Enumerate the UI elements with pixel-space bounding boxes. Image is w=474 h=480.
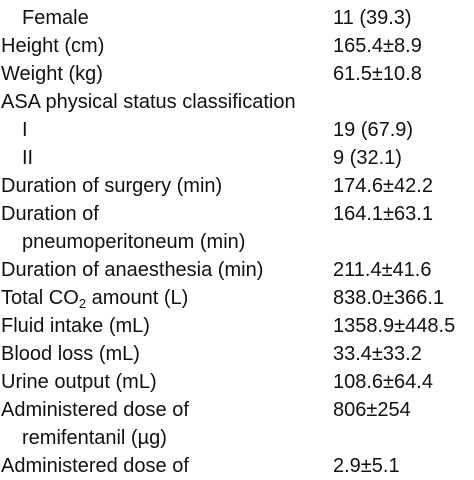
table-row: Total CO2 amount (L) 838.0±366.1: [0, 284, 474, 312]
label-text: Fluid intake (mL): [1, 315, 150, 337]
row-value: 2.9±5.1: [333, 455, 400, 477]
label-text: Duration of: [1, 203, 99, 225]
row-label: remifentanil (µg): [22, 424, 167, 452]
row-label: Height (cm): [1, 32, 104, 60]
row-label: II: [22, 144, 33, 172]
label-text: II: [22, 147, 34, 169]
label-text: ASA physical status classification: [1, 91, 296, 113]
row-value: 1358.9±448.5: [333, 315, 456, 337]
row-value: 211.4±41.6: [333, 259, 432, 281]
label-text: Female: [22, 7, 89, 29]
row-value: 108.6±64.4: [333, 371, 433, 393]
table-row: Administered dose of 2.9±5.1: [0, 452, 474, 480]
row-label: Weight (kg): [1, 60, 103, 88]
row-value: 9 (32.1): [333, 147, 402, 169]
row-label: Duration of anaesthesia (min): [1, 256, 263, 284]
table-row: Duration of surgery (min) 174.6±42.2: [0, 172, 474, 200]
row-value: 61.5±10.8: [333, 63, 422, 85]
table-row: Urine output (mL) 108.6±64.4: [0, 368, 474, 396]
label-text: I: [22, 119, 28, 141]
table-row: Blood loss (mL) 33.4±33.2: [0, 340, 474, 368]
table-row: I 19 (67.9): [0, 116, 474, 144]
row-label: Urine output (mL): [1, 368, 157, 396]
row-value: 19 (67.9): [333, 119, 414, 141]
row-value: 174.6±42.2: [333, 175, 433, 197]
row-label: I: [22, 116, 28, 144]
label-text: Administered dose of: [1, 455, 189, 477]
row-value: 11 (39.3): [333, 7, 412, 29]
row-value: 33.4±33.2: [333, 343, 422, 365]
row-value: 165.4±8.9: [333, 35, 422, 57]
label-text: Duration of surgery (min): [1, 175, 223, 197]
table-row: Height (cm) 165.4±8.9: [0, 32, 474, 60]
label-text: pneumoperitoneum (min): [22, 231, 246, 253]
row-label: Female: [22, 4, 89, 32]
row-label: Fluid intake (mL): [1, 312, 150, 340]
row-label: pneumoperitoneum (min): [22, 228, 245, 256]
label-text: amount (L): [86, 287, 189, 309]
row-value: 838.0±366.1: [333, 287, 445, 309]
label-text: Height (cm): [1, 35, 105, 57]
row-label: Administered dose of: [1, 396, 189, 424]
row-label: ASA physical status classification: [1, 88, 296, 116]
label-text: Duration of anaesthesia (min): [1, 259, 264, 281]
row-label: Duration of: [1, 200, 99, 228]
table-row: Duration of anaesthesia (min) 211.4±41.6: [0, 256, 474, 284]
table-row: II 9 (32.1): [0, 144, 474, 172]
row-value: 164.1±63.1: [333, 203, 433, 225]
label-text: Blood loss (mL): [1, 343, 140, 365]
table-row: Weight (kg) 61.5±10.8: [0, 60, 474, 88]
label-text: Weight (kg): [1, 63, 103, 85]
row-label: Blood loss (mL): [1, 340, 140, 368]
table-row: pneumoperitoneum (min): [0, 228, 474, 256]
label-text: remifentanil (µg): [22, 427, 167, 449]
table-row: ASA physical status classification: [0, 88, 474, 116]
label-text: Administered dose of: [1, 399, 189, 421]
table-row: Fluid intake (mL) 1358.9±448.5: [0, 312, 474, 340]
label-subscript: 2: [78, 296, 87, 311]
label-text: Total CO: [1, 287, 79, 309]
row-label: Administered dose of: [1, 452, 189, 480]
row-label: Total CO2 amount (L): [1, 284, 188, 312]
table-row: Administered dose of 806±254: [0, 396, 474, 424]
row-value: 806±254: [333, 399, 411, 421]
table-row: Female 11 (39.3): [0, 4, 474, 32]
label-text: Urine output (mL): [1, 371, 157, 393]
table-row: Duration of 164.1±63.1: [0, 200, 474, 228]
row-label: Duration of surgery (min): [1, 172, 222, 200]
table-row: remifentanil (µg): [0, 424, 474, 452]
